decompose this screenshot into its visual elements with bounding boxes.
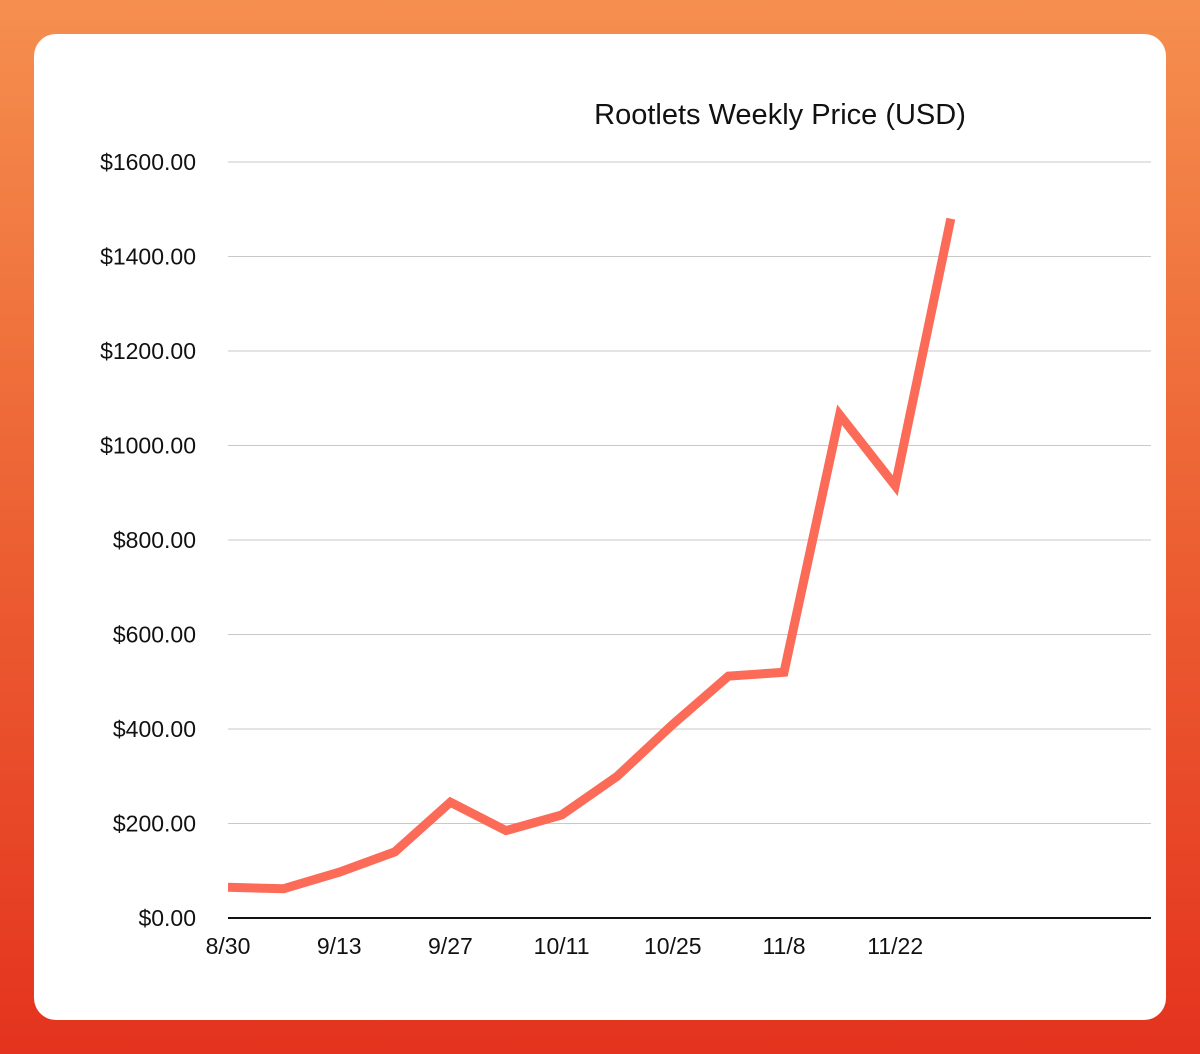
y-tick-label: $1600.00 bbox=[100, 149, 196, 175]
x-tick-label: 10/25 bbox=[644, 933, 702, 959]
y-tick-label: $200.00 bbox=[113, 811, 196, 837]
y-axis-ticks: $0.00 $200.00 $400.00 $600.00 $800.00 $1000.0… bbox=[100, 149, 196, 931]
y-tick-label: $600.00 bbox=[113, 622, 196, 648]
x-tick-label: 10/11 bbox=[534, 933, 590, 959]
y-tick-label: $1200.00 bbox=[100, 338, 196, 364]
x-tick-label: 11/8 bbox=[762, 933, 805, 959]
line-chart: Rootlets Weekly Price (USD) $0.00 $200.00… bbox=[100, 99, 1151, 959]
series-line bbox=[227, 217, 956, 894]
chart-title: Rootlets Weekly Price (USD) bbox=[594, 99, 966, 131]
y-tick-label: $0.00 bbox=[138, 905, 196, 931]
chart-card: Rootlets Weekly Price (USD) $0.00 $200.00… bbox=[34, 34, 1166, 1020]
y-tick-label: $1400.00 bbox=[100, 244, 196, 270]
x-tick-label: 8/30 bbox=[206, 933, 251, 959]
x-axis-ticks: 8/30 9/13 9/27 10/11 10/25 11/8 11/22 bbox=[206, 933, 924, 959]
x-tick-label: 11/22 bbox=[867, 933, 923, 959]
y-tick-label: $400.00 bbox=[113, 716, 196, 742]
x-tick-label: 9/13 bbox=[317, 933, 362, 959]
series-group bbox=[227, 217, 956, 894]
grid-lines bbox=[228, 161, 1151, 824]
x-tick-label: 9/27 bbox=[428, 933, 473, 959]
y-tick-label: $800.00 bbox=[113, 527, 196, 553]
y-tick-label: $1000.00 bbox=[100, 433, 196, 459]
